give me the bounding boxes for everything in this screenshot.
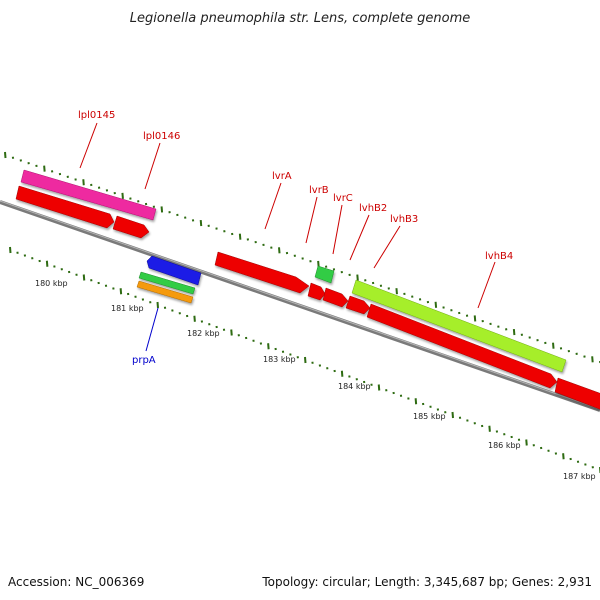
gene-features xyxy=(15,169,600,410)
ruler-label-183: 183 kbp xyxy=(263,355,296,364)
ruler-tick xyxy=(451,411,454,419)
upper-tick xyxy=(512,328,516,336)
ruler-tick xyxy=(230,329,233,336)
leader-lvhb2 xyxy=(349,214,370,261)
gene-lvrc-arrow[interactable] xyxy=(322,287,349,308)
ruler-tick xyxy=(377,384,381,391)
leader-prpa xyxy=(145,307,159,352)
upper-tick xyxy=(552,342,555,349)
ruler-tick xyxy=(156,301,159,309)
genome-backbone xyxy=(0,200,600,412)
leader-lpl0145 xyxy=(79,122,98,169)
ruler-label-186: 186 kbp xyxy=(488,441,521,450)
upper-tick xyxy=(434,301,438,308)
upper-tick xyxy=(356,274,359,281)
upper-tick xyxy=(121,192,124,199)
ruler-tick-row xyxy=(9,246,600,474)
label-lpl0145[interactable]: lpl0145 xyxy=(78,110,115,121)
accession-text: Accession: NC_006369 xyxy=(8,575,144,589)
leader-lvhb4 xyxy=(477,261,496,309)
gene-lvhb2-arrow[interactable] xyxy=(345,295,371,315)
ruler-tick xyxy=(488,425,491,432)
upper-tick xyxy=(591,356,594,363)
ruler-labels: 180 kbp 181 kbp 182 kbp 183 kbp 184 kbp … xyxy=(35,279,596,481)
label-lvhb2[interactable]: lvhB2 xyxy=(359,203,387,214)
upper-tick xyxy=(473,315,477,322)
ruler-label-181: 181 kbp xyxy=(111,304,144,313)
gene-lvhb3-arrow[interactable] xyxy=(366,303,558,389)
ruler-tick xyxy=(304,356,307,364)
label-prpa[interactable]: prpA xyxy=(132,355,156,366)
genome-backbone-highlight xyxy=(0,200,600,410)
ruler-tick xyxy=(414,398,418,405)
upper-tick xyxy=(43,165,46,172)
leader-lpl0146 xyxy=(144,142,161,190)
ruler-tick xyxy=(119,288,123,295)
ruler-tick xyxy=(562,453,565,460)
label-leaders xyxy=(79,122,496,352)
gene-lpl0145-arrow[interactable] xyxy=(15,185,115,229)
label-lvhb4[interactable]: lvhB4 xyxy=(485,251,513,262)
label-lpl0146[interactable]: lpl0146 xyxy=(143,131,180,142)
ruler-tick xyxy=(525,439,528,446)
ruler-tick xyxy=(193,315,196,322)
upper-tick xyxy=(395,288,398,295)
gene-labels: lpl0145 lpl0146 lvrA lvrB lvrC lvhB2 lvh… xyxy=(78,110,513,366)
gene-lpl0145-feature[interactable] xyxy=(20,169,157,221)
gene-lpl0146-arrow[interactable] xyxy=(112,215,150,239)
map-title: Legionella pneumophila str. Lens, comple… xyxy=(130,11,471,26)
label-lvhb3[interactable]: lvhB3 xyxy=(390,214,418,225)
ruler-label-180: 180 kbp xyxy=(35,279,68,288)
ruler-label-185: 185 kbp xyxy=(413,412,446,421)
gene-lvra-arrow[interactable] xyxy=(214,251,310,294)
upper-tick xyxy=(238,233,242,240)
gene-prpa-orange-band[interactable] xyxy=(136,280,194,304)
gene-prpa-green-band[interactable] xyxy=(138,271,196,295)
leader-lvra xyxy=(264,182,282,230)
ruler-tick xyxy=(340,370,344,377)
gene-lvhb4-feature[interactable] xyxy=(351,279,567,373)
label-lvrc[interactable]: lvrC xyxy=(333,193,353,204)
topology-text: Topology: circular; Length: 3,345,687 bp… xyxy=(261,575,592,589)
upper-tick xyxy=(82,179,85,186)
upper-tick xyxy=(160,206,164,213)
ruler-label-187: 187 kbp xyxy=(563,472,596,481)
label-lvrb[interactable]: lvrB xyxy=(309,185,329,196)
gene-lvrb-feature[interactable] xyxy=(314,265,335,284)
gene-prpa-arrow[interactable] xyxy=(146,255,202,286)
upper-tick xyxy=(278,247,281,254)
ruler-tick xyxy=(9,246,12,254)
label-lvra[interactable]: lvrA xyxy=(272,171,292,182)
ruler-tick xyxy=(267,343,270,350)
leader-lvrc xyxy=(332,204,343,255)
leader-lvrb xyxy=(305,196,318,244)
gene-lvrb-arrow[interactable] xyxy=(307,282,326,301)
ruler-tick xyxy=(82,274,86,281)
upper-tick-row xyxy=(4,151,600,364)
ruler-label-184: 184 kbp xyxy=(338,382,371,391)
upper-tick xyxy=(4,151,7,159)
gene-lvhb4-arrow[interactable] xyxy=(554,377,600,410)
upper-tick xyxy=(199,220,203,227)
ruler-tick xyxy=(45,260,49,267)
ruler-label-182: 182 kbp xyxy=(187,329,220,338)
leader-lvhb3 xyxy=(373,225,401,269)
